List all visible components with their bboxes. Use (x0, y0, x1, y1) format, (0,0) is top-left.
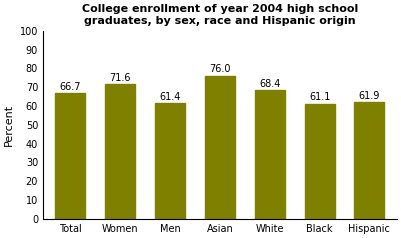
Bar (255, 90, 285, 219)
Bar (205, 76, 235, 219)
Title: College enrollment of year 2004 high school
graduates, by sex, race and Hispanic: College enrollment of year 2004 high sch… (82, 4, 358, 26)
Text: 66.7: 66.7 (60, 82, 81, 92)
Text: 61.4: 61.4 (159, 92, 181, 102)
Bar (305, 104, 334, 219)
Text: 61.1: 61.1 (309, 92, 330, 102)
Text: 71.6: 71.6 (109, 73, 131, 83)
Y-axis label: Percent: Percent (4, 104, 14, 146)
Text: 68.4: 68.4 (259, 79, 280, 89)
Text: 76.0: 76.0 (209, 64, 231, 74)
Bar (105, 84, 135, 219)
Text: 61.9: 61.9 (359, 91, 380, 101)
Bar (354, 102, 385, 219)
Bar (155, 103, 185, 219)
Bar (55, 93, 85, 219)
